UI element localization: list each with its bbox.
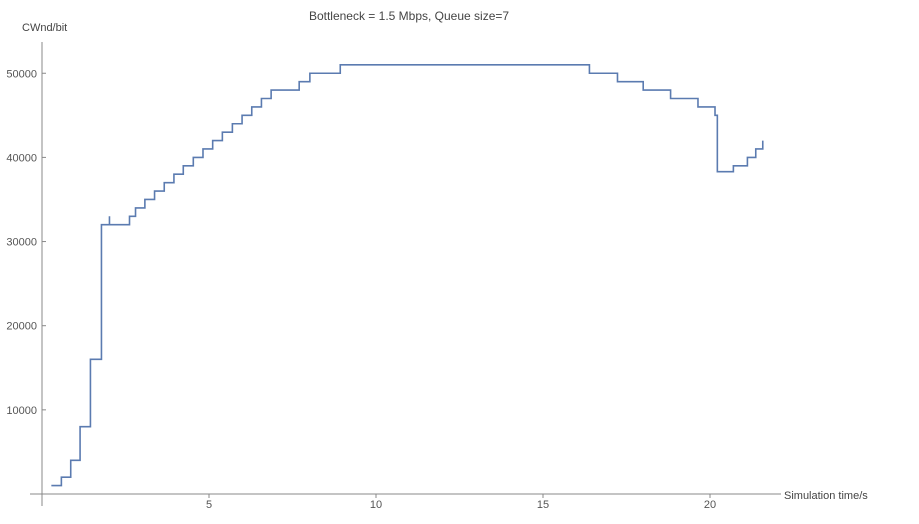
y-tick-label: 30000 [6, 237, 37, 249]
x-tick-label: 10 [370, 499, 382, 511]
y-ticks: 10000 20000 30000 40000 50000 [6, 68, 46, 417]
x-tick-label: 20 [704, 499, 716, 511]
y-tick-label: 20000 [6, 321, 37, 333]
x-tick-label: 5 [206, 499, 212, 511]
x-ticks: 5 10 15 20 [206, 494, 716, 511]
chart-title: Bottleneck = 1.5 Mbps, Queue size=7 [309, 9, 509, 23]
y-tick-label: 40000 [6, 152, 37, 164]
x-tick-label: 15 [537, 499, 549, 511]
x-axis-title: Simulation time/s [784, 490, 868, 502]
cwnd-series-line [51, 64, 764, 487]
series-layer [51, 64, 764, 487]
y-axis-title: CWnd/bit [22, 22, 67, 34]
y-tick-label: 50000 [6, 68, 37, 80]
y-tick-label: 10000 [6, 405, 37, 417]
